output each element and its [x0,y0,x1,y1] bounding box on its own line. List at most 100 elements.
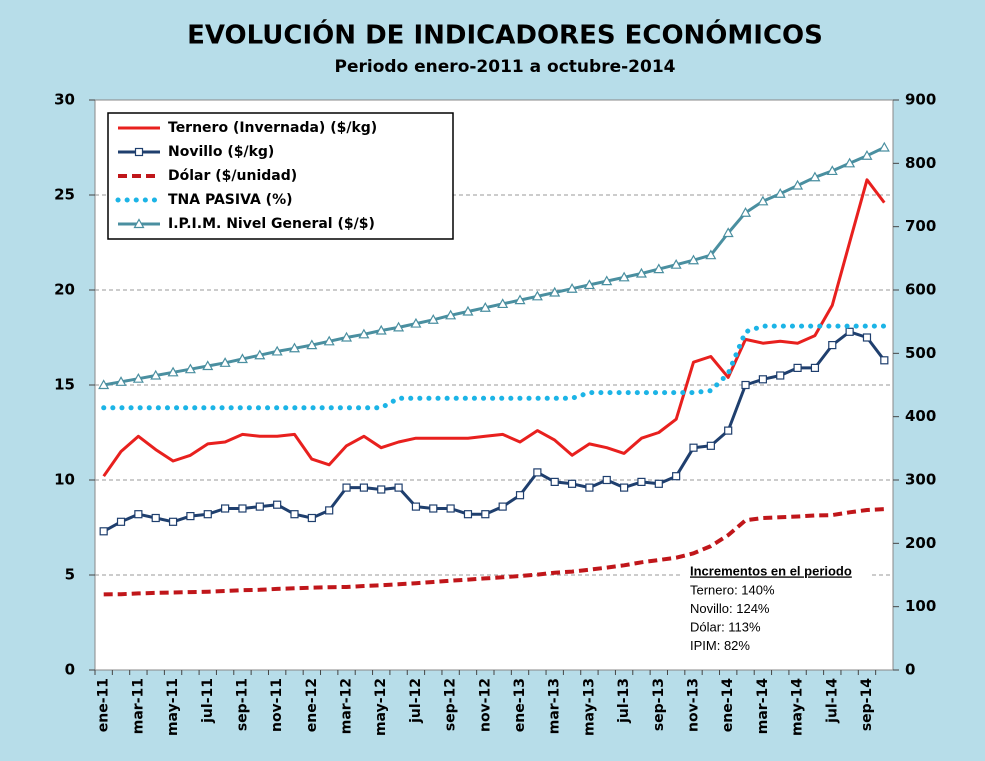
marker [203,510,212,519]
marker [497,298,509,309]
y-tick-label: 30 [54,91,75,109]
marker [462,305,474,316]
marker [635,267,647,278]
x-tick-label: sep-13 [651,678,667,731]
annotation-box [683,563,871,657]
marker [429,504,438,513]
marker [375,324,387,335]
marker [498,502,507,511]
marker [219,357,231,367]
marker [271,345,283,356]
y-tick-label: 10 [54,471,75,489]
marker [290,510,299,519]
marker [184,363,196,374]
marker [481,510,490,519]
marker [687,254,700,265]
y-tick-label: 15 [54,376,75,394]
marker [601,275,613,286]
legend-label: Dólar ($/unidad) [168,168,297,184]
y2-tick-label: 700 [905,217,936,235]
chart-title: EVOLUCIÓN DE INDICADORES ECONÓMICOS [187,19,823,51]
marker [758,375,767,384]
y2-tick-label: 0 [905,661,915,679]
marker [757,195,769,206]
marker [238,504,247,513]
annotation-title: Incrementos en el periodo [690,563,852,578]
y2-tick-label: 800 [905,154,936,172]
marker [826,165,838,176]
marker [323,335,335,346]
x-tick-label: ene-13 [512,678,528,732]
x-tick-label: mar-12 [339,678,355,734]
legend-label: TNA PASIVA (%) [168,192,293,208]
x-tick-label: jul-14 [824,678,840,724]
legend-label: I.P.I.M. Nivel General ($/$) [168,216,375,232]
series-line [103,507,885,597]
series-line [101,323,887,411]
marker [254,349,266,360]
marker [514,294,526,305]
x-tick-label: may-12 [373,678,389,736]
marker [116,517,126,526]
marker [792,179,804,190]
marker [151,513,160,523]
marker [99,527,108,536]
annotation-line: Dólar: 113% [690,619,761,634]
marker [845,327,854,336]
marker [602,475,611,485]
marker [550,477,559,486]
x-tick-label: jul-12 [408,678,424,724]
legend-label: Novillo ($/kg) [168,144,274,160]
marker [862,333,872,342]
marker [793,363,802,372]
y2-tick-label: 900 [905,91,936,109]
marker [202,360,214,371]
marker [479,302,491,312]
marker [98,379,110,390]
x-tick-label: jul-13 [616,678,632,724]
marker [566,283,578,293]
x-tick-label: ene-11 [96,678,112,732]
annotation-line: Novillo: 124% [690,601,770,616]
marker [618,271,630,282]
x-tick-label: ene-14 [720,678,736,733]
marker [722,227,734,238]
marker [880,356,889,365]
marker [809,171,821,182]
marker [359,483,368,492]
marker [531,290,543,301]
marker [236,353,248,364]
marker [221,504,230,513]
marker [878,141,890,152]
marker [637,477,646,486]
y-tick-label: 5 [65,566,75,584]
x-tick-label: mar-14 [755,678,771,734]
marker [427,314,439,324]
marker [168,517,178,526]
x-tick-label: nov-13 [686,678,702,732]
marker [654,479,663,488]
marker [620,483,629,492]
marker [377,485,386,494]
marker [567,479,577,488]
x-tick-label: nov-12 [477,678,493,732]
marker [307,513,316,523]
marker [828,341,837,350]
legend-box [107,112,454,240]
legend-label: Ternero (Invernada) ($/kg) [168,120,377,136]
marker [393,321,405,332]
marker [583,279,595,290]
marker [445,309,457,320]
marker [672,472,681,481]
chart-subtitle: Periodo enero-2011 a octubre-2014 [335,57,676,77]
marker [186,511,195,521]
marker [273,500,282,509]
marker [306,339,318,350]
marker [844,157,856,168]
x-tick-label: may-11 [165,678,181,736]
marker [533,468,542,477]
marker [705,249,717,260]
marker [741,380,750,390]
marker [515,491,525,500]
